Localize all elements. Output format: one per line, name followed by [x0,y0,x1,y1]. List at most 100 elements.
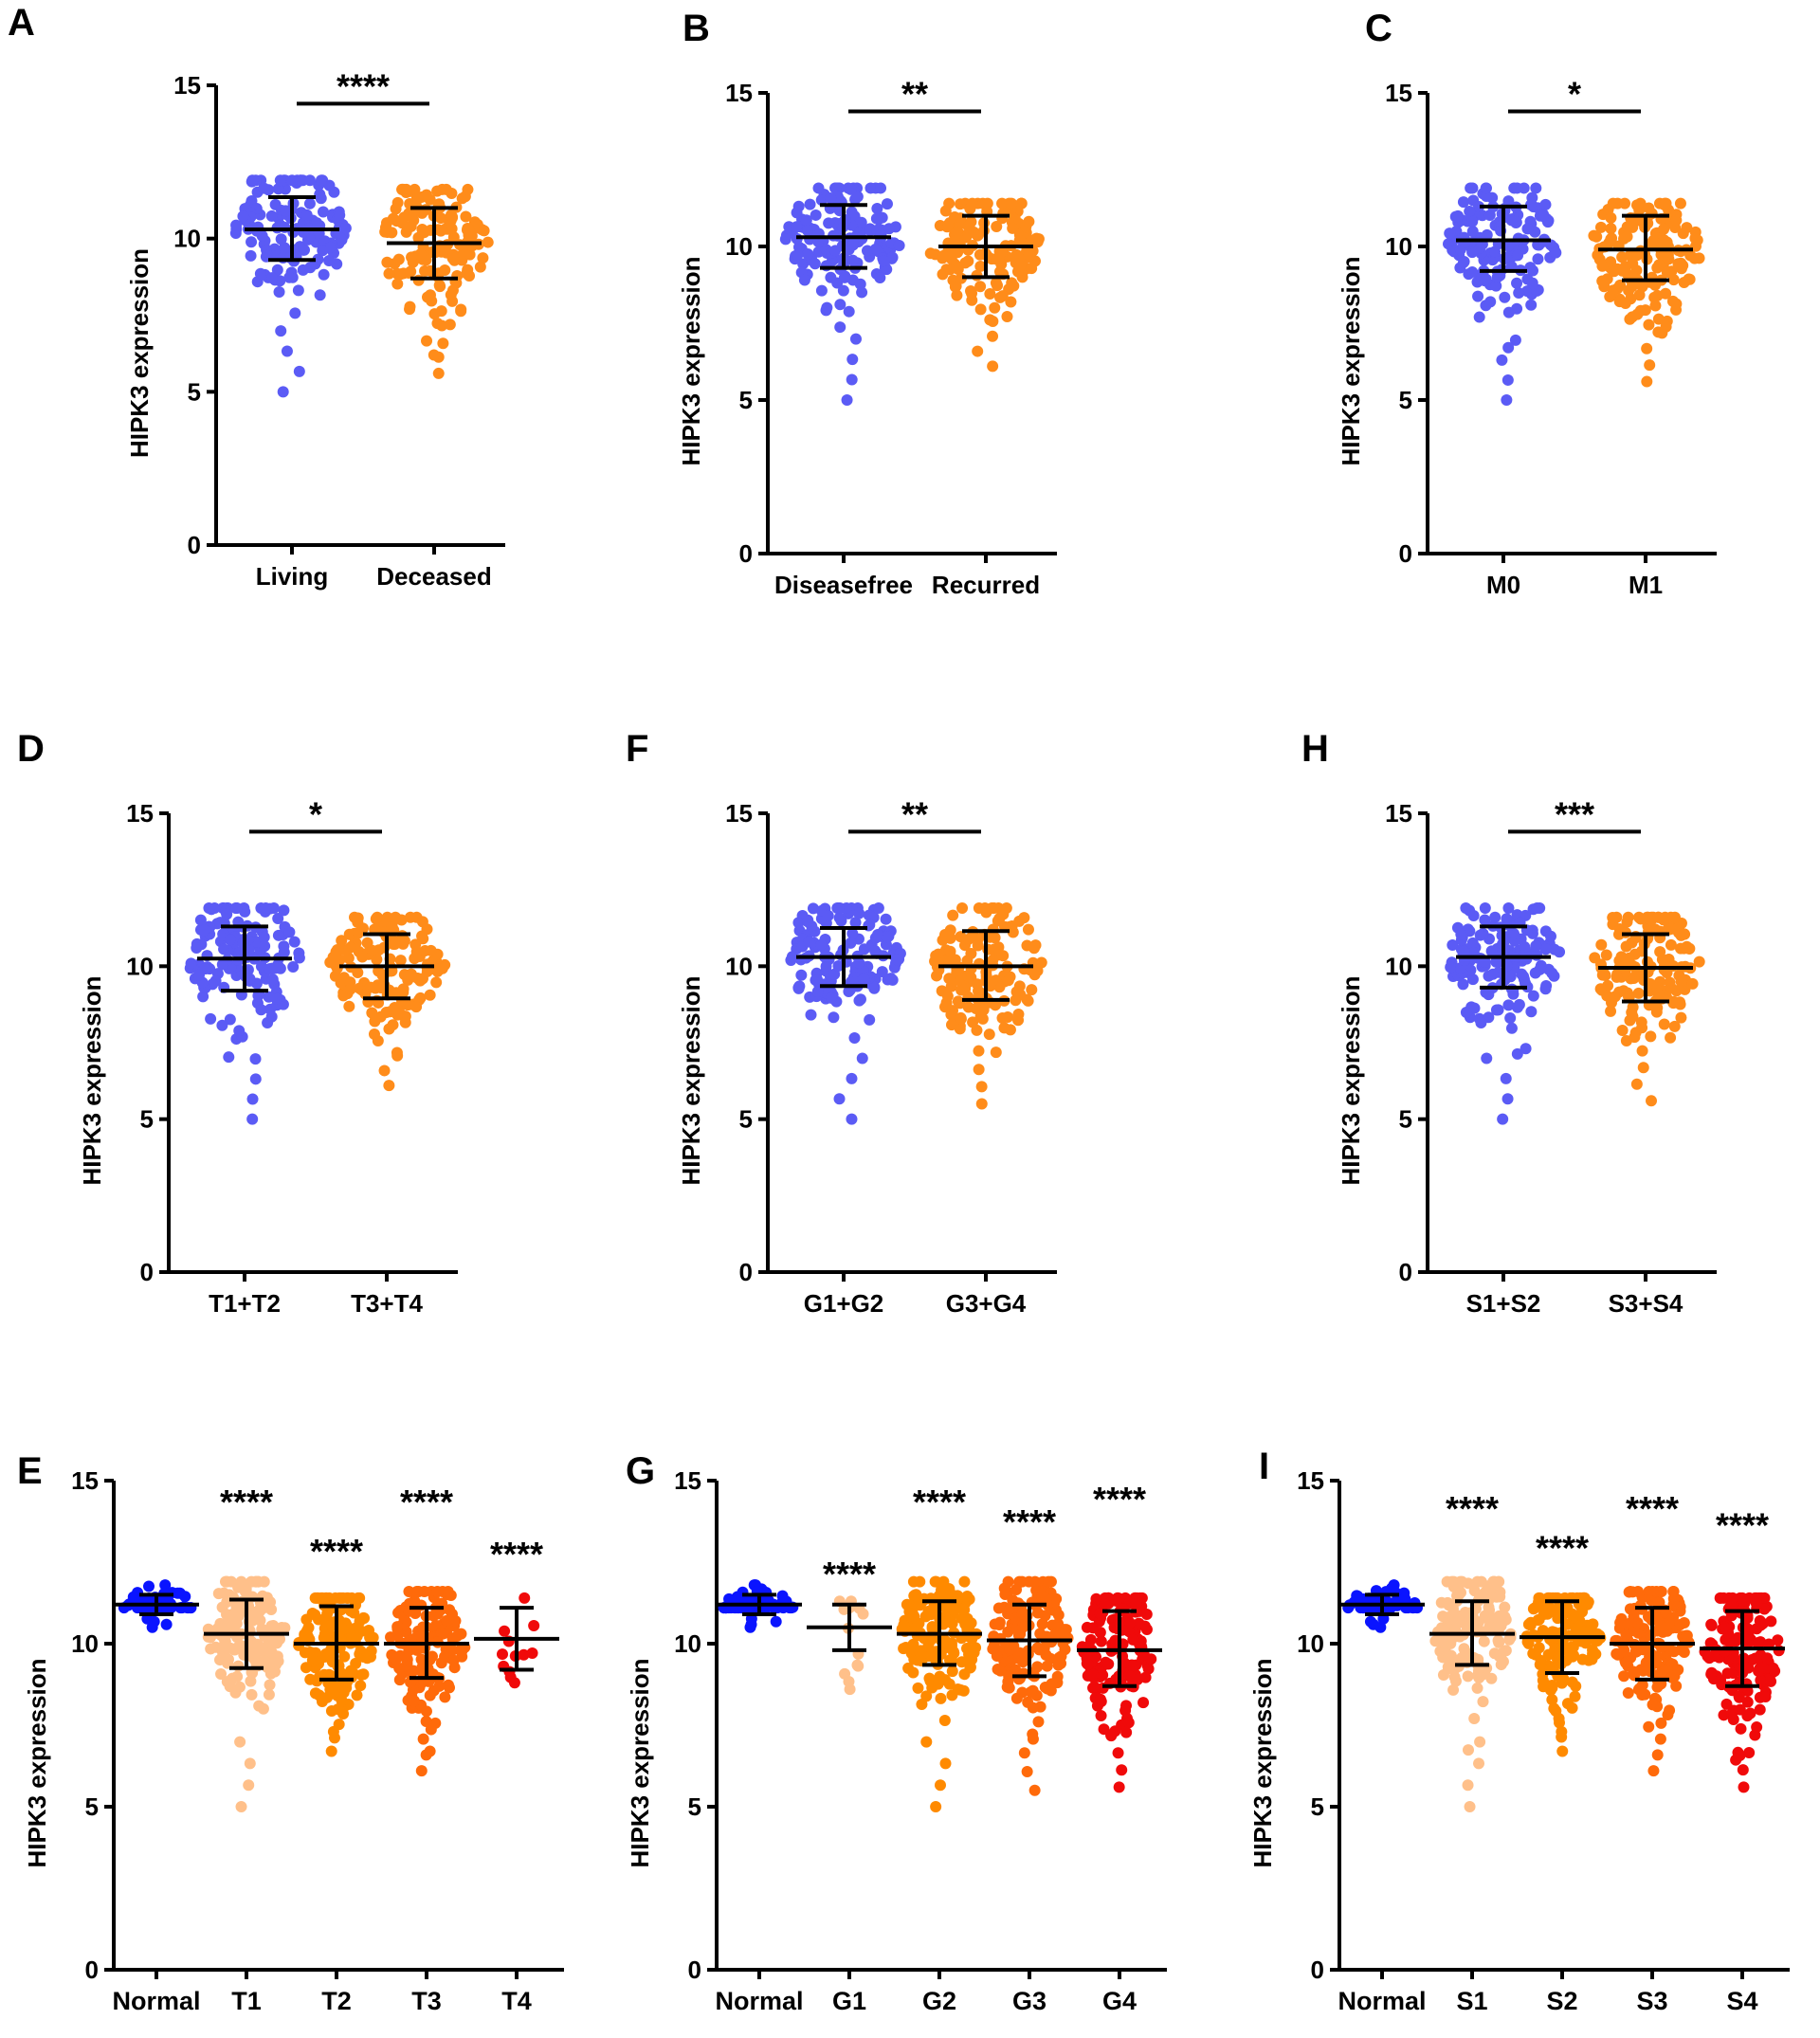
data-point [1499,1601,1511,1613]
data-point [1023,249,1035,262]
panel-label: I [1259,1446,1270,1487]
data-point [1519,940,1531,953]
data-point [1651,1701,1664,1713]
series-G4 [1076,1592,1157,1793]
data-point [795,969,808,981]
data-point [1631,308,1644,320]
data-point [1052,1618,1065,1630]
data-point [1459,1646,1471,1658]
data-point [996,1012,1009,1025]
data-point [853,907,865,919]
data-point [1605,223,1617,235]
data-point [1032,1716,1045,1728]
data-point [805,1009,817,1021]
data-point [1623,284,1635,297]
x-tick-label: G1+G2 [804,1289,884,1318]
data-point [1628,972,1640,984]
data-point [287,960,300,973]
data-point [1133,1617,1145,1629]
data-point [964,1661,976,1673]
data-point [433,1680,446,1692]
data-point [1040,1592,1052,1605]
data-point [845,183,857,195]
data-point [1734,1703,1746,1716]
data-point [1122,1717,1135,1729]
data-point [300,209,313,221]
data-point [939,929,952,941]
y-axis-label: HIPK3 expression [23,1658,51,1867]
data-point [1012,1014,1025,1027]
data-point [1665,982,1678,994]
data-point [1527,1647,1539,1660]
data-point [314,289,326,301]
data-point [1656,954,1668,966]
data-point [1457,978,1469,991]
data-point [224,934,236,946]
significance-label: **** [1716,1505,1769,1544]
chart-svg: 0 5 10 15 HIPK3 expression Normal S1 S2 S3 S4 ****… [1248,1466,1790,2015]
data-point [849,333,862,345]
data-point [973,1064,985,1076]
data-point [1589,952,1601,964]
data-point [1670,1680,1683,1692]
data-point [786,951,798,963]
data-point [1661,236,1673,248]
data-point [1772,1634,1784,1647]
data-point [230,902,243,915]
x-tick-label: S3+S4 [1609,1289,1684,1318]
data-point [1586,1653,1598,1665]
data-point [462,222,474,234]
x-tick-label: G3+G4 [946,1289,1027,1318]
data-point [278,904,290,917]
data-point [352,912,364,924]
data-point [802,248,814,261]
significance-label: **** [490,1535,543,1574]
data-point [1607,912,1619,924]
x-tick-label: M1 [1629,571,1663,599]
data-point [1646,1095,1658,1107]
data-point [820,960,832,973]
data-point [439,1691,451,1703]
data-point [1641,375,1653,388]
data-point [446,295,459,307]
data-point [962,255,974,267]
x-tick-label: T3+T4 [351,1289,423,1318]
data-point [1088,1681,1101,1693]
panel-label: H [1301,728,1329,770]
data-point [1668,1670,1681,1683]
data-point [1513,998,1525,1010]
data-point [972,345,984,357]
data-point [244,1757,256,1770]
y-tick-label: 0 [140,1258,154,1286]
data-point [1000,902,1012,915]
data-point [244,973,256,985]
data-point [1142,1663,1155,1675]
data-point [355,1680,367,1692]
data-point [421,965,433,977]
significance-label: **** [310,1532,363,1571]
data-point [1473,1757,1485,1770]
data-point [365,1645,377,1657]
y-tick-label: 0 [1311,1956,1324,1984]
data-point [198,924,210,937]
data-point [951,1594,963,1607]
data-point [1502,240,1515,252]
panel-C: C 0 5 10 15 HIPK3 expression M0 M1 * [1213,0,1820,664]
data-point [406,251,418,264]
data-point [834,321,846,334]
data-point [908,1610,920,1623]
data-point [394,268,407,281]
data-point [853,994,865,1007]
x-tick-label: S1 [1456,1987,1487,2015]
data-point [1659,911,1671,923]
data-point [1738,1781,1750,1793]
data-point [963,933,975,945]
data-point [300,1662,312,1674]
data-point [1090,1592,1102,1605]
data-point [1484,296,1497,308]
data-point [1526,277,1538,289]
data-point [235,1640,247,1652]
data-point [829,245,842,257]
data-point [230,219,243,231]
data-point [460,210,472,223]
